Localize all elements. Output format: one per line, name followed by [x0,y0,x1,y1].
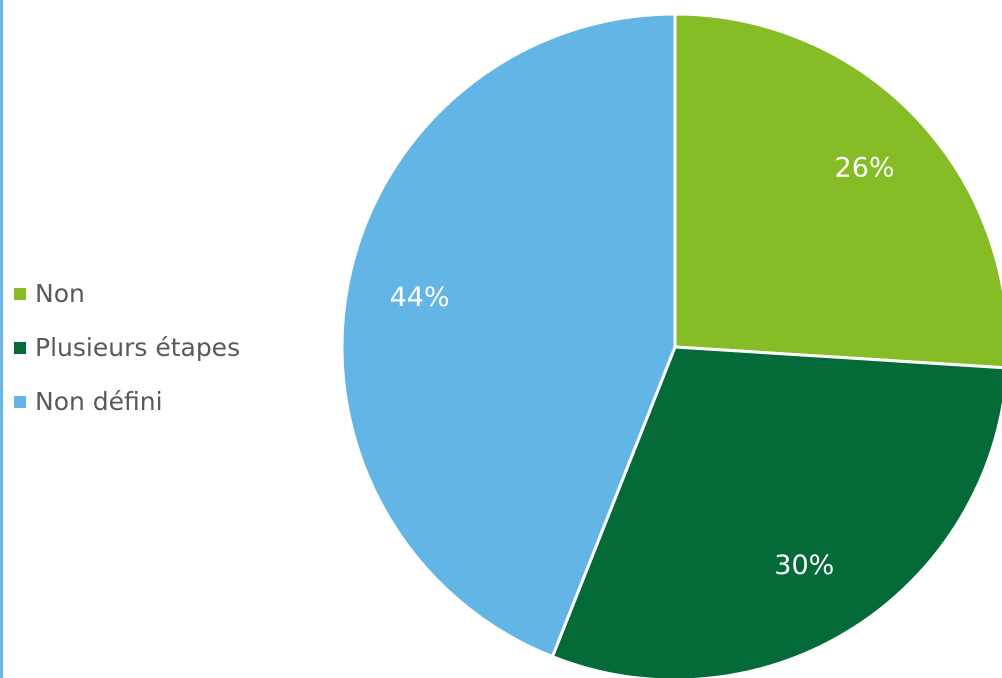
pie-label-1: 30% [774,550,834,581]
legend-swatch-non-defini [14,396,26,408]
legend-label-plusieurs-etapes: Plusieurs étapes [35,333,241,362]
left-border [0,0,3,678]
pie-slice-2 [340,12,677,659]
pie-label-2: 44% [390,282,450,313]
pie-slices [340,12,1002,678]
legend-item-plusieurs-etapes: Plusieurs étapes [14,330,314,366]
legend-swatch-plusieurs-etapes [14,342,26,354]
legend: Non Plusieurs étapes Non défini [14,276,314,438]
legend-item-non-defini: Non défini [14,384,314,420]
pie-label-0: 26% [835,153,895,184]
pie-slice-1 [550,345,1002,678]
legend-label-non: Non [35,279,85,308]
legend-swatch-non [14,288,26,300]
legend-label-non-defini: Non défini [35,387,163,416]
pie-slice-0 [673,12,1002,370]
legend-item-non: Non [14,276,314,312]
pie-labels: 26% 30% 44% [390,153,895,582]
